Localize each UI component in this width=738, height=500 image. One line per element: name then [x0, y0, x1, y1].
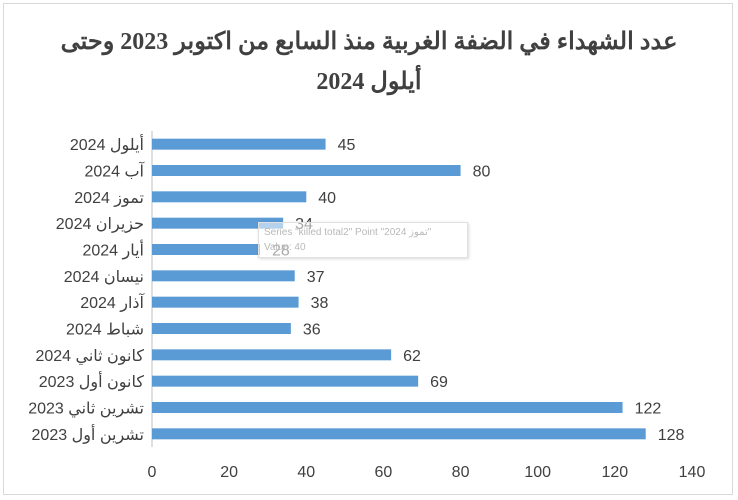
chart-title: عدد الشهداء في الضفة الغربية منذ السابع …	[0, 22, 738, 102]
chart-title-line-1: عدد الشهداء في الضفة الغربية منذ السابع …	[60, 29, 678, 55]
chart-frame	[3, 3, 733, 495]
bar	[152, 244, 260, 255]
category-tick-label: شباط 2024	[66, 322, 144, 339]
bar	[152, 270, 295, 282]
bar	[152, 296, 299, 308]
bar	[152, 323, 291, 334]
data-label: 36	[303, 322, 321, 339]
category-tick-label: كانون ثاني 2024	[35, 348, 144, 366]
x-tick-label: 140	[679, 464, 706, 481]
x-tick-label: 80	[452, 464, 470, 481]
bar	[152, 217, 284, 229]
category-tick-label: حزيران 2024	[56, 216, 144, 234]
data-label: 128	[658, 427, 685, 444]
data-label: 40	[318, 190, 336, 207]
x-tick-label: 20	[220, 464, 238, 481]
bar	[152, 349, 392, 361]
bar	[152, 428, 646, 440]
category-tick-label: أيلول 2024	[70, 134, 144, 155]
data-label: 38	[311, 295, 329, 312]
x-tick-label: 40	[297, 464, 315, 481]
bar	[152, 138, 326, 150]
data-label: 122	[635, 401, 662, 418]
x-tick-label: 120	[602, 464, 629, 481]
category-tick-label: تشرين ثاني 2023	[28, 401, 144, 419]
bar	[152, 165, 461, 176]
data-label: 45	[338, 137, 356, 154]
data-label: 62	[403, 348, 421, 365]
data-label: 37	[307, 269, 325, 286]
category-tick-label: آب 2024	[84, 162, 145, 181]
bar	[152, 402, 623, 413]
category-tick-label: تموز 2024	[74, 190, 144, 208]
category-tick-label: أيار 2024	[82, 240, 144, 261]
tooltip-series-line: Series "killed total2" Point "تموز 2024"	[264, 227, 432, 238]
category-tick-label: نيسان 2024	[64, 269, 144, 286]
category-tick-label: آذار 2024	[80, 293, 145, 313]
x-tick-label: 60	[375, 464, 393, 481]
data-label: 80	[473, 164, 491, 181]
category-tick-label: كانون أول 2023	[39, 371, 145, 392]
x-tick-label: 0	[148, 464, 157, 481]
bar	[152, 375, 419, 387]
data-label: 69	[430, 374, 448, 391]
tooltip-value-line: Value: 40	[264, 242, 306, 253]
chart-title-line-2: أيلول 2024	[316, 69, 422, 95]
bar	[152, 191, 307, 203]
data-tooltip: Series "killed total2" Point "تموز 2024"…	[258, 222, 468, 258]
category-tick-label: تشرين أول 2023	[32, 424, 144, 445]
x-tick-label: 100	[524, 464, 551, 481]
